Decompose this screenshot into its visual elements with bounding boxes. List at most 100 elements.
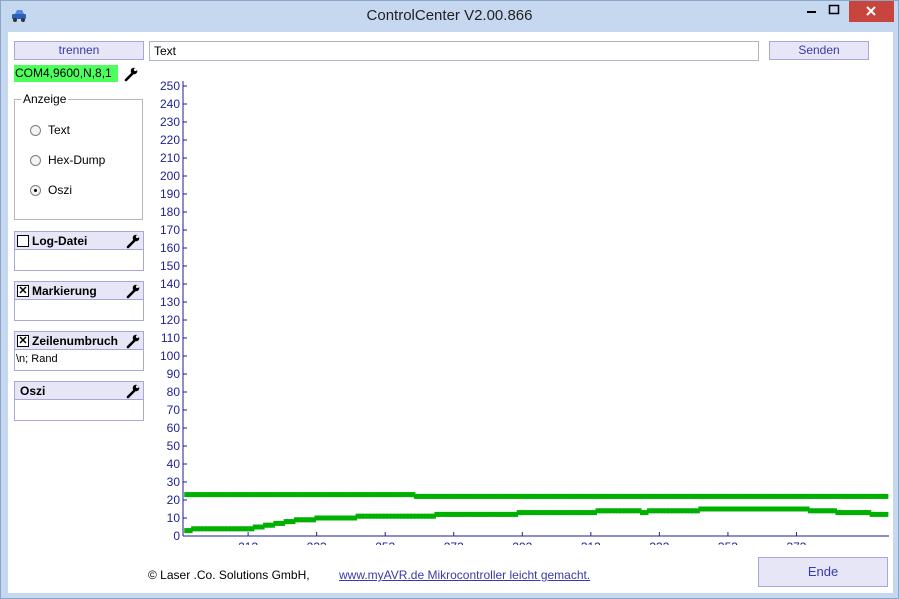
trace-1-point [653, 493, 659, 499]
trace-2-point [307, 517, 313, 523]
linebreak-checkbox[interactable]: ✕ [17, 335, 29, 347]
y-tick-label: 160 [160, 241, 180, 255]
trace-2-point [629, 508, 635, 514]
trace-2-point [547, 510, 553, 516]
trace-1-point [629, 493, 635, 499]
trace-2-point [790, 506, 796, 512]
trace-2-point [204, 526, 210, 532]
maximize-button[interactable] [821, 1, 847, 22]
trace-1-point [842, 493, 848, 499]
trace-1-point [797, 493, 803, 499]
trace-2-point [849, 510, 855, 516]
trace-2-point [221, 526, 227, 532]
trace-2-point [269, 522, 275, 528]
x-tick-label: 353 [718, 540, 738, 545]
trace-2-point [475, 511, 481, 517]
display-option-label: Text [48, 123, 71, 137]
trace-2-point [485, 511, 491, 517]
radio-text[interactable] [30, 125, 41, 136]
trace-1-point [790, 493, 796, 499]
send-text-input[interactable] [149, 41, 759, 61]
trace-1-point [376, 492, 382, 498]
trace-1-point [496, 493, 502, 499]
end-button[interactable]: Ende [758, 557, 888, 587]
trace-2-point [739, 506, 745, 512]
trace-2-point [489, 511, 495, 517]
minimize-button[interactable] [798, 1, 826, 22]
trace-2-point [249, 526, 255, 532]
trace-2-point [701, 506, 707, 512]
trace-1-point [317, 492, 323, 498]
trace-2-point [818, 508, 824, 514]
copyright-text: © Laser .Co. Solutions GmbH, [148, 568, 310, 582]
y-tick-label: 250 [160, 79, 180, 93]
trace-2-point [516, 510, 522, 516]
trace-1-point [852, 493, 858, 499]
website-link[interactable]: www.myAVR.de Mikrocontroller leicht gema… [339, 568, 591, 582]
trace-2-point [184, 528, 190, 534]
trace-1-point [454, 493, 460, 499]
trace-1-point [396, 492, 402, 498]
linebreak-settings-wrench-icon[interactable] [125, 333, 141, 349]
trace-1-point [472, 493, 478, 499]
trace-2-point [592, 510, 598, 516]
trace-2-point [650, 508, 656, 514]
trace-2-point [821, 508, 827, 514]
trace-2-point [605, 508, 611, 514]
trace-1-point [533, 493, 539, 499]
radio-oszi[interactable] [30, 185, 41, 196]
trace-1-point [814, 493, 820, 499]
y-tick-label: 70 [167, 403, 181, 417]
trace-1-point [283, 492, 289, 498]
x-tick-label: 233 [307, 540, 327, 545]
marking-checkbox[interactable]: ✕ [17, 285, 29, 297]
trace-1-point [821, 493, 827, 499]
trace-2-point [242, 526, 248, 532]
trace-2-point [406, 513, 412, 519]
trace-1-point [372, 492, 378, 498]
trace-2-point [444, 511, 450, 517]
trace-1-point [335, 492, 341, 498]
trace-1-point [492, 493, 498, 499]
trace-1-point [609, 493, 615, 499]
linebreak-header: ✕ Zeilenumbruch [15, 332, 143, 350]
trace-2-point [694, 508, 700, 514]
trace-2-point [571, 510, 577, 516]
radio-hexdump[interactable] [30, 155, 41, 166]
trace-1-point [849, 493, 855, 499]
trace-2-point [410, 513, 416, 519]
marking-title: Markierung [32, 284, 97, 298]
linebreak-panel: ✕ Zeilenumbruch \n; Rand [14, 331, 144, 371]
connection-settings-wrench-icon[interactable] [123, 66, 139, 82]
trace-1-point [766, 493, 772, 499]
trace-2-point [612, 508, 618, 514]
trace-1-point [434, 493, 440, 499]
trace-2-point [434, 511, 440, 517]
y-tick-label: 170 [160, 223, 180, 237]
trace-2-point [314, 515, 320, 521]
trace-1-point [729, 493, 735, 499]
trace-1-point [777, 493, 783, 499]
trace-1-point [571, 493, 577, 499]
trace-1-point [537, 493, 543, 499]
log-file-checkbox[interactable] [17, 235, 29, 247]
send-button[interactable]: Senden [769, 41, 869, 60]
trace-1-point [204, 492, 210, 498]
trace-1-point [550, 493, 556, 499]
trace-2-point [801, 506, 807, 512]
oszi-settings-wrench-icon[interactable] [125, 383, 141, 399]
trace-2-point [544, 510, 550, 516]
trace-1-point [622, 493, 628, 499]
trace-1-point [403, 492, 409, 498]
trace-1-point [612, 493, 618, 499]
close-button[interactable] [849, 1, 894, 22]
disconnect-button[interactable]: trennen [14, 41, 144, 60]
marking-settings-wrench-icon[interactable] [125, 283, 141, 299]
title-bar[interactable]: ControlCenter V2.00.866 [1, 1, 898, 31]
trace-1-point [263, 492, 269, 498]
trace-2-point [619, 508, 625, 514]
trace-2-point [424, 513, 430, 519]
log-file-settings-wrench-icon[interactable] [125, 233, 141, 249]
trace-1-point [451, 493, 457, 499]
trace-1-point [461, 493, 467, 499]
